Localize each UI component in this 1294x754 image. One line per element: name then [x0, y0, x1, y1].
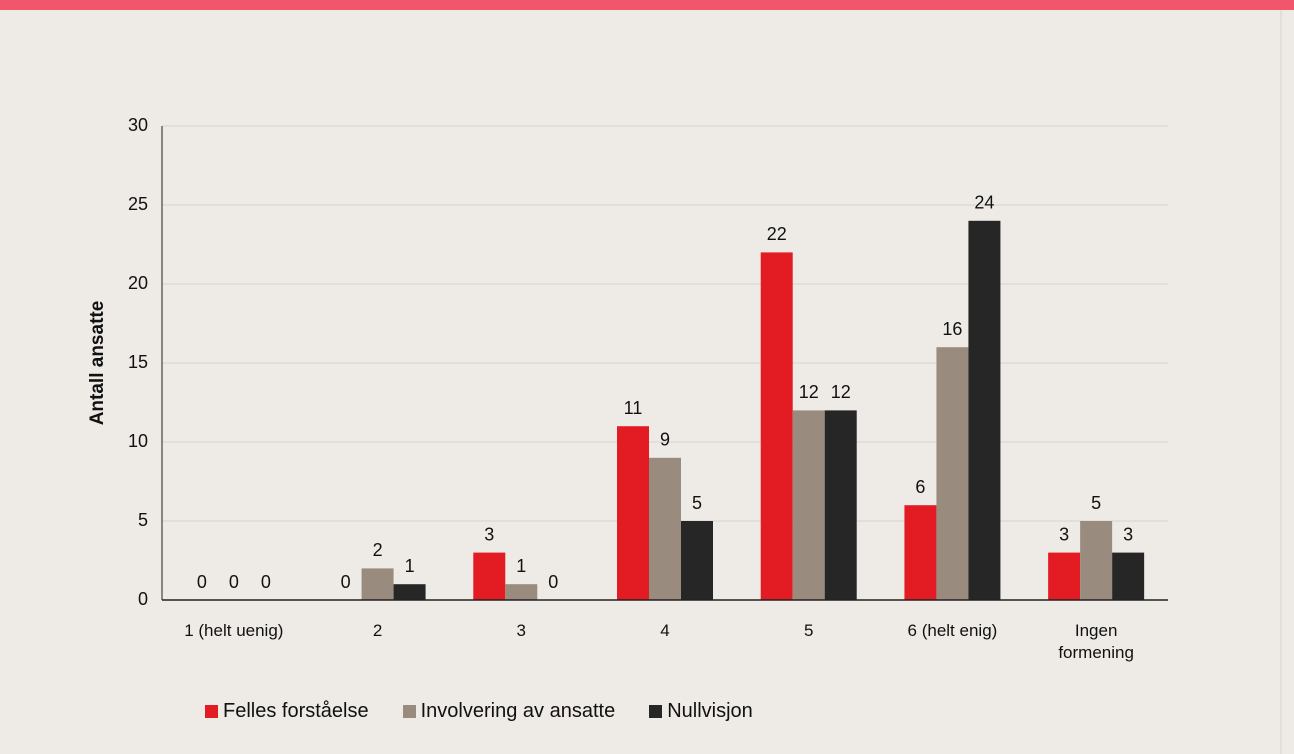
bar — [760, 252, 793, 600]
data-label: 2 — [373, 540, 383, 560]
data-label: 9 — [660, 430, 670, 450]
data-label: 0 — [261, 572, 271, 592]
bar — [361, 568, 394, 600]
legend-swatch — [649, 705, 663, 718]
data-label: 16 — [942, 319, 962, 339]
bar — [968, 220, 1001, 601]
data-label: 3 — [1123, 524, 1133, 544]
data-label: 12 — [799, 382, 819, 402]
legend: Felles forståelse Involvering av ansatte N… — [205, 700, 753, 723]
x-tick-label: 6 (helt enig) — [907, 621, 998, 640]
bar — [681, 521, 713, 600]
data-label: 5 — [692, 493, 702, 513]
legend-item: Involvering av ansatte — [402, 700, 616, 723]
x-tick-label: Ingen formening — [1058, 621, 1134, 662]
data-label: 0 — [229, 572, 239, 592]
data-label: 6 — [915, 477, 925, 497]
bar — [473, 552, 506, 600]
y-tick-label: 25 — [128, 194, 148, 214]
data-label: 0 — [197, 572, 207, 592]
data-label: 22 — [767, 224, 787, 244]
legend-label: Nullvisjon — [667, 700, 753, 722]
bar — [936, 347, 969, 600]
bar — [649, 457, 681, 600]
legend-item: Felles forståelse — [205, 700, 369, 723]
legend-swatch — [205, 705, 218, 718]
data-label: 11 — [624, 398, 643, 418]
bar — [1048, 552, 1081, 600]
y-tick-label: 10 — [128, 431, 148, 451]
legend-swatch — [402, 705, 416, 718]
data-label: 0 — [548, 572, 558, 592]
data-label: 12 — [831, 382, 851, 402]
top-bar — [0, 0, 1294, 10]
data-label: 3 — [484, 524, 494, 544]
data-label: 1 — [516, 556, 526, 576]
bar — [617, 426, 649, 600]
y-tick-label: 15 — [128, 352, 148, 372]
y-axis-label: Antall ansatte — [87, 301, 108, 426]
data-label: 5 — [1091, 493, 1101, 513]
y-tick-label: 30 — [128, 115, 148, 135]
y-tick-label: 5 — [138, 510, 148, 530]
x-tick-label: 2 — [372, 621, 383, 640]
right-border — [1280, 10, 1282, 754]
legend-label: Felles forståelse — [223, 700, 369, 722]
bar — [904, 505, 937, 600]
bar — [1112, 552, 1145, 600]
bar — [824, 410, 857, 600]
x-tick-label: 3 — [516, 621, 527, 640]
bar — [393, 584, 426, 600]
x-tick-label: 5 — [803, 621, 814, 640]
y-tick-label: 20 — [128, 273, 148, 293]
data-label: 1 — [405, 556, 415, 576]
data-label: 3 — [1059, 524, 1069, 544]
x-tick-label: 1 (helt uenig) — [184, 621, 284, 640]
bar — [792, 410, 825, 600]
x-tick-label: 4 — [660, 621, 670, 640]
data-label: 0 — [341, 572, 351, 592]
bar — [505, 584, 538, 600]
legend-item: Nullvisjon — [649, 700, 753, 723]
bar — [1080, 521, 1113, 600]
y-tick-label: 0 — [138, 589, 148, 609]
data-label: 24 — [974, 193, 994, 213]
legend-label: Involvering av ansatte — [420, 700, 616, 722]
